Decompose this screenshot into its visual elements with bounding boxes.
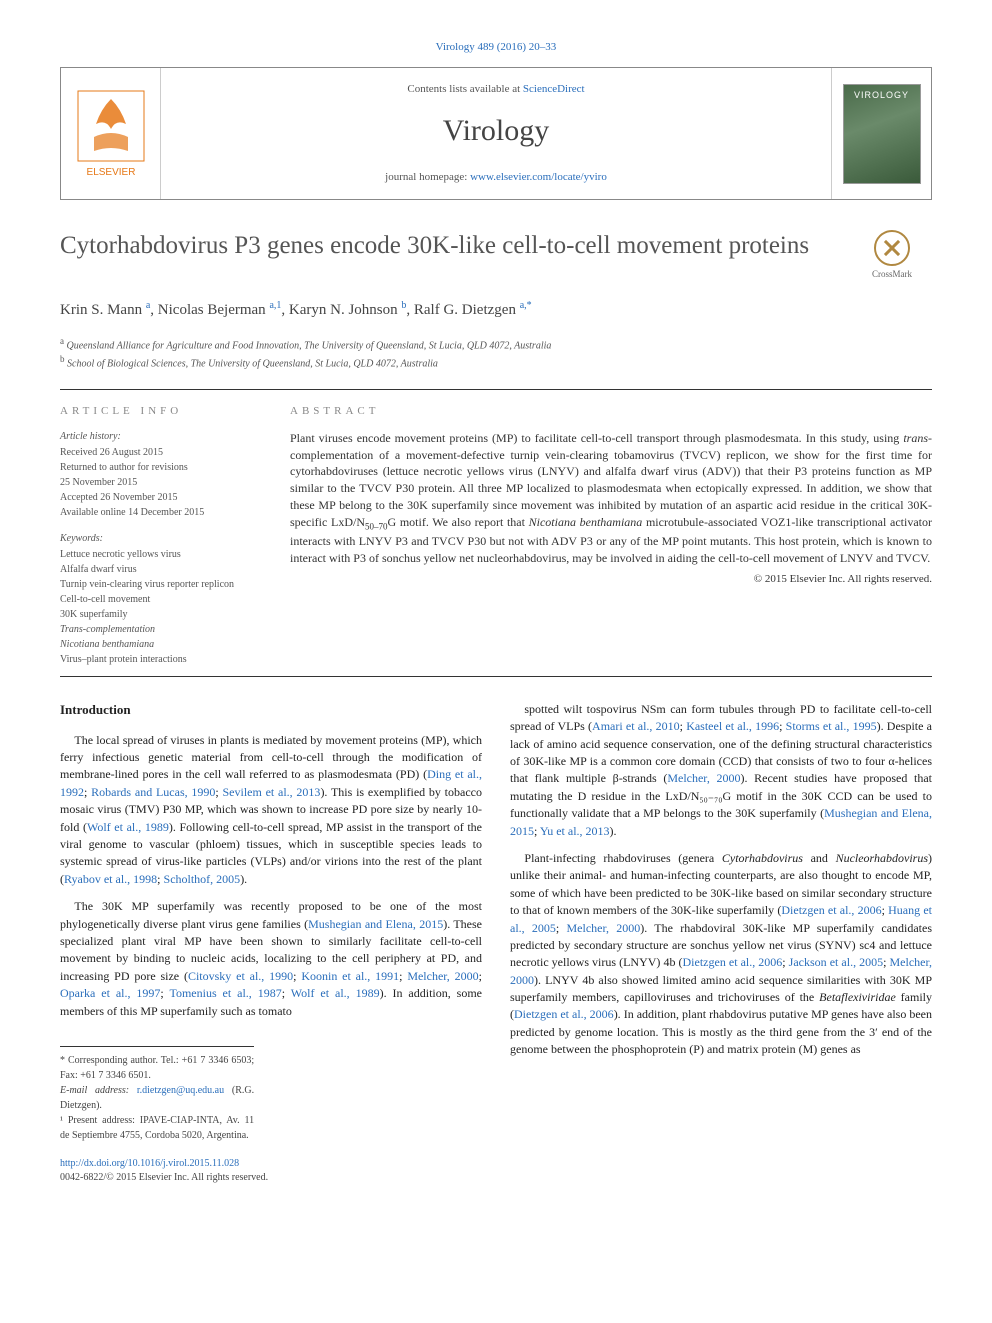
journal-citation: Virology 489 (2016) 20–33: [60, 40, 932, 55]
keyword: 30K superfamily: [60, 608, 260, 622]
body-paragraph: The local spread of viruses in plants is…: [60, 732, 482, 889]
crossmark-badge[interactable]: CrossMark: [852, 230, 932, 281]
abstract-column: ABSTRACT Plant viruses encode movement p…: [290, 404, 932, 667]
history-item: Accepted 26 November 2015: [60, 491, 260, 505]
keyword: Cell-to-cell movement: [60, 593, 260, 607]
abstract-text: Plant viruses encode movement proteins (…: [290, 430, 932, 567]
rule-top: [60, 389, 932, 390]
keyword: Trans-complementation: [60, 623, 260, 637]
history-item: Received 26 August 2015: [60, 446, 260, 460]
doi-block: http://dx.doi.org/10.1016/j.virol.2015.1…: [60, 1157, 482, 1186]
journal-header: ELSEVIER Contents lists available at Sci…: [60, 67, 932, 200]
keywords-label: Keywords:: [60, 532, 260, 546]
history-item: Available online 14 December 2015: [60, 506, 260, 520]
affiliations: a Queensland Alliance for Agriculture an…: [60, 335, 932, 372]
email-line: E-mail address: r.dietzgen@uq.edu.au (R.…: [60, 1083, 254, 1113]
authors-line: Krin S. Mann a, Nicolas Bejerman a,1, Ka…: [60, 299, 932, 321]
homepage-link[interactable]: www.elsevier.com/locate/yviro: [470, 171, 607, 183]
keyword: Virus–plant protein interactions: [60, 653, 260, 667]
body-paragraph: The 30K MP superfamily was recently prop…: [60, 898, 482, 1020]
contents-prefix: Contents lists available at: [407, 83, 522, 95]
citation-link[interactable]: Virology 489 (2016) 20–33: [436, 41, 557, 53]
doi-link[interactable]: http://dx.doi.org/10.1016/j.virol.2015.1…: [60, 1158, 239, 1169]
right-column: spotted wilt tospovirus NSm can form tub…: [510, 701, 932, 1186]
svg-text:ELSEVIER: ELSEVIER: [86, 167, 135, 178]
email-label: E-mail address:: [60, 1085, 137, 1096]
affiliation-line: b School of Biological Sciences, The Uni…: [60, 353, 932, 371]
corresponding-author: * Corresponding author. Tel.: +61 7 3346…: [60, 1053, 254, 1083]
history-label: Article history:: [60, 430, 260, 444]
history-item: 25 November 2015: [60, 476, 260, 490]
homepage-prefix: journal homepage:: [385, 171, 470, 183]
contents-line: Contents lists available at ScienceDirec…: [171, 82, 821, 97]
header-center: Contents lists available at ScienceDirec…: [161, 68, 831, 199]
rule-bottom: [60, 676, 932, 677]
email-link[interactable]: r.dietzgen@uq.edu.au: [137, 1085, 224, 1096]
keyword: Turnip vein-clearing virus reporter repl…: [60, 578, 260, 592]
keyword: Lettuce necrotic yellows virus: [60, 548, 260, 562]
cover-image: VIROLOGY: [843, 84, 921, 184]
abstract-copyright: © 2015 Elsevier Inc. All rights reserved…: [290, 572, 932, 587]
journal-name: Virology: [171, 110, 821, 152]
elsevier-logo: ELSEVIER: [61, 68, 161, 199]
keyword: Alfalfa dwarf virus: [60, 563, 260, 577]
issn-copyright: 0042-6822/© 2015 Elsevier Inc. All right…: [60, 1171, 482, 1186]
introduction-heading: Introduction: [60, 701, 482, 720]
journal-cover: VIROLOGY: [831, 68, 931, 199]
article-info-heading: ARTICLE INFO: [60, 404, 260, 419]
body-paragraph: spotted wilt tospovirus NSm can form tub…: [510, 701, 932, 840]
cover-label: VIROLOGY: [844, 89, 920, 102]
present-address: ¹ Present address: IPAVE-CIAP-INTA, Av. …: [60, 1113, 254, 1143]
affiliation-line: a Queensland Alliance for Agriculture an…: [60, 335, 932, 353]
sciencedirect-link[interactable]: ScienceDirect: [523, 83, 585, 95]
homepage-line: journal homepage: www.elsevier.com/locat…: [171, 170, 821, 185]
crossmark-icon: [874, 230, 910, 266]
history-item: Returned to author for revisions: [60, 461, 260, 475]
article-title: Cytorhabdovirus P3 genes encode 30K-like…: [60, 230, 832, 261]
body-paragraph: Plant-infecting rhabdoviruses (genera Cy…: [510, 850, 932, 1059]
keyword: Nicotiana benthamiana: [60, 638, 260, 652]
left-column: Introduction The local spread of viruses…: [60, 701, 482, 1186]
crossmark-label: CrossMark: [872, 269, 912, 279]
body-columns: Introduction The local spread of viruses…: [60, 701, 932, 1186]
abstract-heading: ABSTRACT: [290, 404, 932, 419]
footnotes: * Corresponding author. Tel.: +61 7 3346…: [60, 1046, 254, 1143]
article-info: ARTICLE INFO Article history: Received 2…: [60, 404, 260, 667]
